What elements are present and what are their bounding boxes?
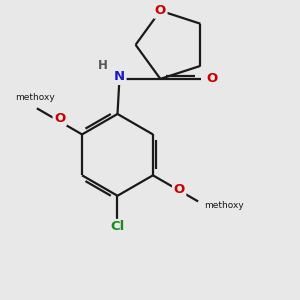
Text: O: O: [173, 183, 185, 196]
Text: N: N: [114, 70, 125, 83]
Text: O: O: [155, 4, 166, 17]
Text: O: O: [54, 112, 65, 125]
Text: Cl: Cl: [110, 220, 124, 233]
Text: methoxy: methoxy: [204, 201, 244, 210]
Text: O: O: [206, 72, 218, 86]
Text: methoxy: methoxy: [15, 94, 55, 103]
Text: H: H: [98, 59, 108, 72]
